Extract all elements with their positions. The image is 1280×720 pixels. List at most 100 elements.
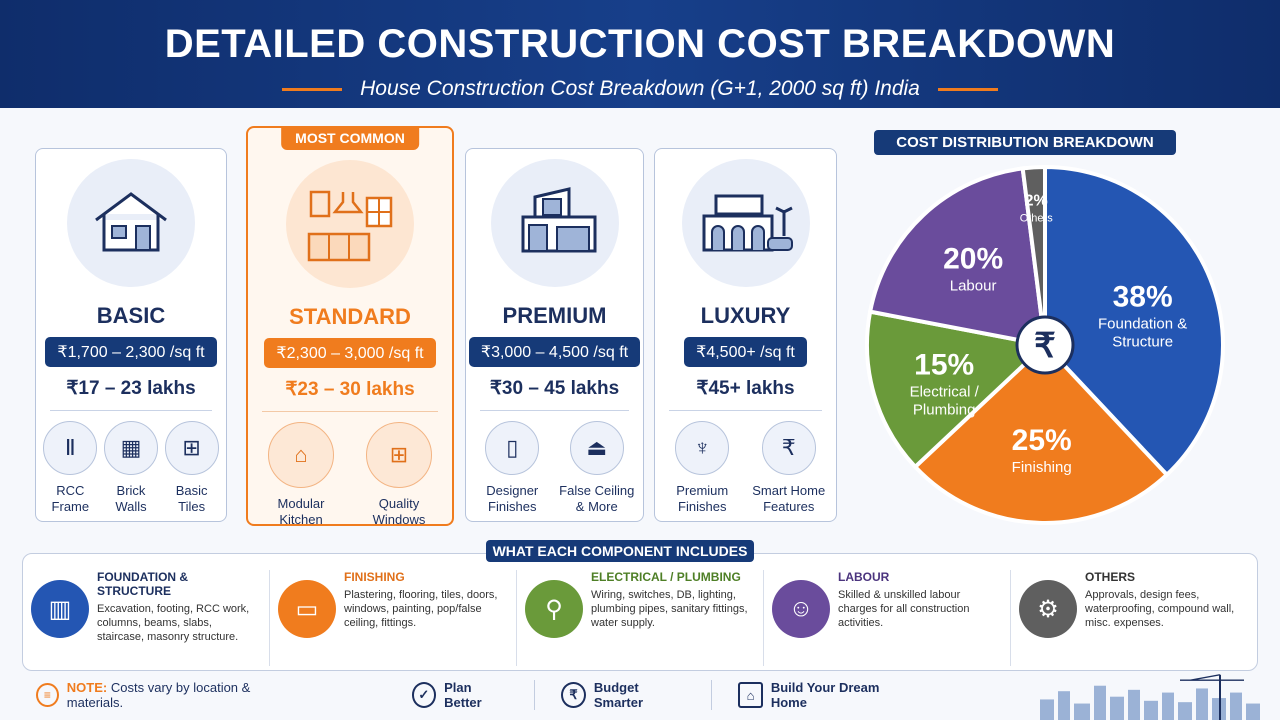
page-subtitle: House Construction Cost Breakdown (G+1, … [360,77,920,100]
divider [937,87,998,91]
window-icon: ⊞ [366,422,432,488]
pie-category-label: Structure [1112,333,1173,350]
pie-chart: 38% Foundation &Structure 25% Finishing 15% E… [865,164,1225,525]
footer-item: ✓ Plan Better [386,680,535,710]
feature: ⏏ False Ceiling & More [557,421,637,515]
component-item: ☺ LABOUR Skilled & unskilled labour charge… [764,570,1011,666]
tier-total: ₹30 – 45 lakhs [489,378,620,399]
rupee-icon: ₹ [561,682,586,708]
clipboard-icon: ≡ [36,683,59,707]
pie-title: COST DISTRIBUTION BREAKDOWN [874,130,1176,155]
tier-total: ₹23 – 30 lakhs [285,379,415,400]
pie-value-label: 2% [1025,192,1048,209]
rupee-icon [1015,315,1075,375]
pie-value-label: 15% [914,348,974,381]
feature: Ⅱ RCC Frame [40,421,100,515]
worker-icon: ☺ [772,580,830,638]
component-item: ▭ FINISHING Plastering, flooring, tiles, d… [270,570,517,666]
ceiling-light-icon: ⏏ [569,421,624,475]
modern-house-icon [490,159,619,287]
tier-card-premium: PREMIUM ₹3,000 – 4,500 /sq ft ₹30 – 45 l… [465,148,644,522]
component-description: Skilled & unskilled labour charges for a… [838,589,970,629]
component-title: ELECTRICAL / PLUMBING [591,570,741,584]
column-icon: ▥ [31,580,89,638]
divider [669,410,822,411]
feature: ▯ Designer Finishes [472,421,552,515]
tier-name: BASIC [96,303,166,328]
kitchen-icon: ⌂ [268,422,334,488]
pie-category-label: Foundation & [1098,315,1187,332]
pie-category-label: Labour [950,277,997,294]
component-description: Excavation, footing, RCC work, columns, … [97,603,250,643]
pie-value-label: 20% [943,242,1003,275]
feature: ♆ Premium Finishes [662,421,742,515]
component-title: OTHERS [1085,570,1136,584]
component-item: ▥ FOUNDATION & STRUCTURE Excavation, footi… [23,570,270,666]
component-item: ⚲ ELECTRICAL / PLUMBING Wiring, switches, … [517,570,764,666]
faucet-icon: ⚲ [525,580,583,638]
city-skyline-icon [1040,674,1260,720]
feature: ⊞ Quality Windows [359,422,439,528]
pie-slice-foundation-structure [1043,164,1225,478]
chandelier-icon: ♆ [675,421,730,475]
tier-name: LUXURY [700,303,791,328]
divider [262,411,438,412]
pie-slice-finishing [912,342,1170,525]
component-title: FOUNDATION & STRUCTURE [97,570,189,598]
component-title: LABOUR [838,570,890,584]
most-common-badge: MOST COMMON [281,126,419,150]
component-item: ⚙ OTHERS Approvals, design fees, waterproo… [1011,570,1257,666]
pie-category-label: Finishing [1012,459,1072,476]
tier-name: STANDARD [289,304,411,329]
tier-rate: ₹3,000 – 4,500 /sq ft [468,337,641,367]
tier-total: ₹17 – 23 lakhs [66,378,196,399]
tier-rate: ₹2,300 – 3,000 /sq ft [264,338,436,368]
feature: ⊞ Basic Tiles [162,421,222,515]
rupee-symbol: ₹ [1034,327,1056,365]
pie-value-label: 25% [1012,424,1072,457]
feature: ▦ Brick Walls [101,421,161,515]
column-icon: Ⅱ [43,421,98,475]
smart-home-icon: ₹ [761,421,816,475]
footer: ≡ NOTE: Costs vary by location & material… [36,680,936,710]
header: DETAILED CONSTRUCTION COST BREAKDOWN Hou… [0,0,1280,108]
tier-rate: ₹4,500+ /sq ft [684,337,807,367]
component-description: Wiring, switches, DB, lighting, plumbing… [591,589,748,629]
pie-category-label: Others [1020,212,1054,224]
kitchen-icon [286,160,414,288]
tiles-icon: ⊞ [164,421,219,475]
pie-slice-labour [867,166,1048,348]
villa-icon [681,159,810,287]
components-panel: ▥ FOUNDATION & STRUCTURE Excavation, footi… [22,553,1258,671]
page-title: DETAILED CONSTRUCTION COST BREAKDOWN [164,22,1116,66]
feature: ⌂ Modular Kitchen [261,422,341,528]
tier-card-basic: BASIC ₹1,700 – 2,300 /sq ft ₹17 – 23 lak… [35,148,227,522]
feature: ₹ Smart Home Features [749,421,829,515]
footer-item: ₹ Budget Smarter [534,680,711,710]
tier-total: ₹45+ lakhs [696,378,795,399]
pie-slice-others [1020,164,1047,346]
tier-card-standard: MOST COMMON STANDARD ₹2,300 – 3,000 /sq … [246,126,454,528]
home-icon: ⌂ [738,682,763,708]
pie-category-label: Plumbing [913,401,976,418]
tier-name: PREMIUM [502,303,607,328]
pie-slice-electrical-plumbing [865,309,1050,470]
note: ≡ NOTE: Costs vary by location & material… [36,680,386,710]
brick-icon: ▦ [103,421,158,475]
door-icon: ▯ [485,421,540,475]
house-icon [67,159,195,287]
tier-card-luxury: LUXURY ₹4,500+ /sq ft ₹45+ lakhs ♆ Premiu… [654,148,837,522]
component-description: Approvals, design fees, waterproofing, c… [1085,589,1235,629]
divider [282,87,343,91]
component-description: Plastering, flooring, tiles, doors, wind… [344,589,498,629]
shield-check-icon: ✓ [411,682,437,708]
footer-item: ⌂ Build Your Dream Home [711,680,936,710]
tier-rate: ₹1,700 – 2,300 /sq ft [45,337,217,367]
clipboard-gear-icon: ⚙ [1019,580,1077,638]
component-title: FINISHING [344,570,405,584]
paint-roller-icon: ▭ [278,580,336,638]
pie-category-label: Electrical / [910,383,980,400]
divider [480,410,629,411]
pie-value-label: 38% [1113,280,1173,313]
divider [50,410,212,411]
